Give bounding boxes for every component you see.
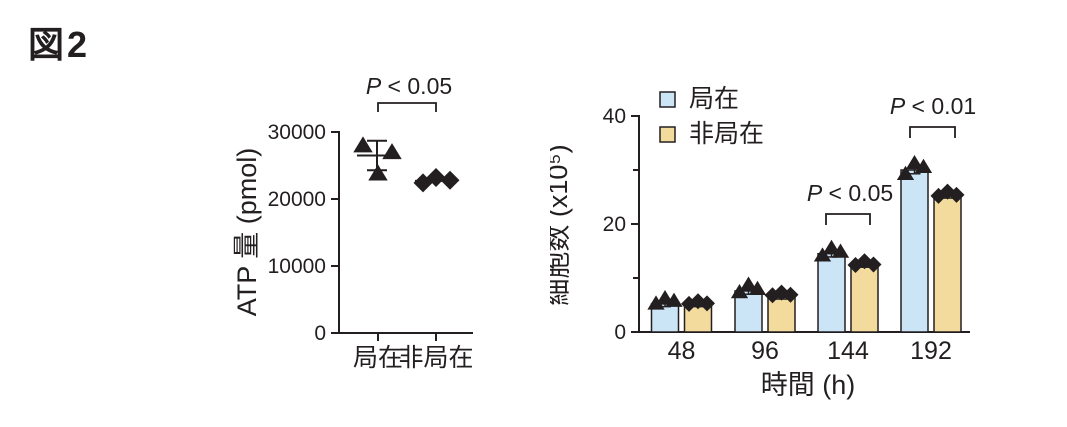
scatter-point-diamond — [681, 295, 697, 312]
scatter-point-triangle — [813, 247, 832, 262]
scatter-point-triangle — [739, 276, 758, 291]
y-tick-label: 30000 — [268, 121, 326, 144]
legend-swatch-局在 — [659, 91, 676, 108]
scatter-point-triangle — [368, 164, 388, 181]
scatter-point-diamond — [773, 284, 790, 301]
category-label: 局在 — [353, 344, 403, 372]
significance-bracket — [825, 213, 871, 225]
y-tick-label: 10000 — [268, 255, 326, 278]
y-tick-label: 20 — [603, 213, 626, 236]
atp-scatter-chart: 0 10000 20000 30000 局在 非局在 P < 0.05 ATP 量 (pmol… — [230, 60, 520, 390]
significance-bracket — [909, 126, 956, 138]
scatter-point-diamond — [440, 170, 460, 190]
scatter-point-diamond — [939, 183, 956, 200]
bar-非局在-192 — [933, 194, 962, 333]
scatter-point-diamond — [847, 257, 864, 274]
significance-label: P < 0.01 — [890, 93, 976, 119]
scatter-point-triangle — [353, 136, 373, 153]
scatter-point-triangle — [831, 243, 850, 258]
category-label: 48 — [668, 337, 696, 365]
scatter-point-triangle — [730, 284, 749, 299]
figure-title: 図2 — [28, 24, 91, 65]
scatter-point-diamond — [699, 295, 715, 312]
scatter-point-triangle — [896, 165, 915, 181]
legend-label: 局在 — [689, 85, 739, 113]
scatter-point-triangle — [914, 158, 933, 173]
scatter-point-triangle — [382, 143, 402, 160]
category-label: 144 — [827, 337, 869, 365]
bar-局在-144 — [817, 252, 846, 333]
scatter-point-triangle — [905, 154, 924, 170]
category-label: 192 — [910, 337, 952, 365]
bar-局在-192 — [900, 169, 929, 333]
scatter-point-diamond — [426, 168, 446, 188]
significance-label: P < 0.05 — [807, 180, 893, 206]
legend-label: 非局在 — [689, 120, 764, 148]
category-label: 96 — [751, 337, 779, 365]
scatter-point-diamond — [856, 253, 873, 270]
cell-count-bar-chart: 0 20 40 48 96 144 192 時間 (h) 細胞数 (x10⁵) 局在非局在 P < … — [550, 70, 1030, 420]
legend-swatch-非局在 — [659, 126, 676, 143]
scatter-point-triangle — [748, 280, 767, 296]
x-axis-label: 時間 (h) — [761, 370, 856, 400]
scatter-point-triangle — [647, 295, 665, 310]
significance-bracket — [377, 102, 437, 112]
scatter-point-diamond — [948, 186, 965, 203]
scatter-point-triangle — [665, 292, 683, 307]
bar-非局在-144 — [850, 264, 879, 333]
significance-label: P < 0.05 — [366, 73, 452, 99]
y-tick-label: 40 — [603, 105, 626, 128]
y-axis-label: 細胞数 (x10⁵) — [550, 144, 573, 305]
y-tick-label: 0 — [614, 321, 626, 344]
y-axis-label: ATP 量 (pmol) — [232, 148, 262, 317]
scatter-point-diamond — [782, 286, 799, 303]
scatter-point-triangle — [822, 239, 841, 254]
category-label: 非局在 — [398, 344, 473, 372]
y-tick-label: 0 — [314, 322, 326, 345]
y-tick-label: 20000 — [268, 188, 326, 211]
scatter-point-diamond — [865, 256, 882, 273]
